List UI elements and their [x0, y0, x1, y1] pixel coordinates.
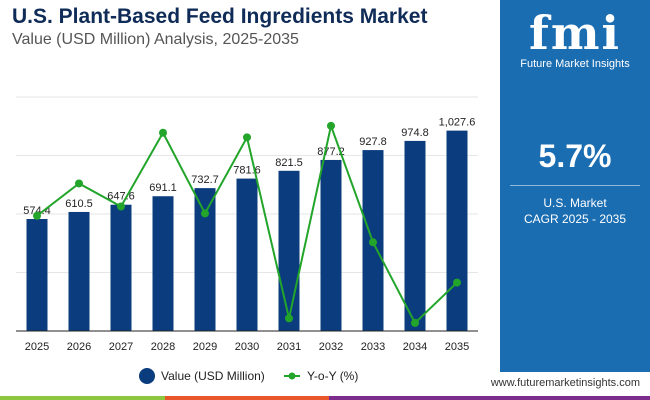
yoy-point-2026: [75, 179, 83, 188]
bar-2031: [278, 170, 300, 331]
yoy-point-2033: [369, 238, 377, 247]
strip-green: [0, 396, 165, 400]
data-label: 610.5: [65, 198, 93, 210]
cagr-label: CAGR 2025 - 2035: [523, 212, 627, 226]
fmi-logo: fmi Future Market Insights: [500, 8, 650, 70]
x-tick-label: 2031: [277, 341, 301, 353]
bar-2027: [110, 204, 132, 331]
x-tick-label: 2033: [361, 341, 385, 353]
bar-2028: [152, 196, 174, 331]
page-subtitle: Value (USD Million) Analysis, 2025-2035: [12, 31, 299, 48]
yoy-point-2027: [117, 202, 125, 211]
x-tick-label: 2028: [151, 341, 175, 353]
bar-2029: [194, 188, 216, 331]
data-label: 691.1: [149, 182, 177, 194]
bar-2025: [26, 218, 48, 331]
bar-2032: [320, 159, 342, 331]
market-label: U.S. Market: [543, 196, 607, 210]
yoy-point-2028: [159, 128, 167, 137]
cagr-value: 5.7%: [538, 138, 612, 174]
x-tick-label: 2035: [445, 341, 469, 353]
page-title: U.S. Plant-Based Feed Ingredients Market: [12, 5, 428, 28]
x-tick-label: 2034: [403, 341, 427, 353]
legend-value-label: Value (USD Million): [161, 369, 265, 383]
bar-2030: [236, 178, 258, 331]
divider: [510, 185, 640, 186]
footer-url[interactable]: www.futuremarketinsights.com: [490, 377, 640, 389]
yoy-point-2034: [411, 318, 419, 327]
chart: 574.4610.5647.6691.1732.7781.6821.5877.2…: [16, 96, 478, 384]
x-tick-label: 2025: [25, 341, 49, 353]
strip-purple: [329, 396, 650, 400]
x-tick-label: 2027: [109, 341, 133, 353]
side-panel: fmi Future Market Insights 5.7% U.S. Mar…: [500, 0, 650, 372]
strip-orange: [165, 396, 329, 400]
yoy-point-2035: [453, 278, 461, 287]
legend-yoy-marker: [288, 372, 296, 380]
bar-2034: [404, 140, 426, 331]
x-tick-label: 2026: [67, 341, 91, 353]
yoy-point-2025: [33, 211, 41, 220]
yoy-point-2032: [327, 121, 335, 130]
data-label: 574.4: [23, 205, 51, 217]
data-label: 732.7: [191, 174, 219, 186]
data-label: 927.8: [359, 136, 387, 148]
x-tick-label: 2032: [319, 341, 343, 353]
data-label: 974.8: [401, 127, 429, 139]
yoy-point-2029: [201, 209, 209, 218]
bar-2035: [446, 130, 468, 331]
bar-2026: [68, 211, 90, 331]
data-label: 821.5: [275, 157, 303, 169]
legend-yoy-label: Y-o-Y (%): [307, 369, 358, 383]
x-tick-label: 2030: [235, 341, 259, 353]
logo-mark: fmi: [529, 6, 621, 60]
data-label: 1,027.6: [439, 117, 476, 129]
legend-value-marker: [139, 368, 155, 384]
yoy-point-2031: [285, 314, 293, 323]
x-tick-label: 2029: [193, 341, 217, 353]
logo-caption: Future Market Insights: [520, 58, 630, 70]
yoy-point-2030: [243, 133, 251, 142]
